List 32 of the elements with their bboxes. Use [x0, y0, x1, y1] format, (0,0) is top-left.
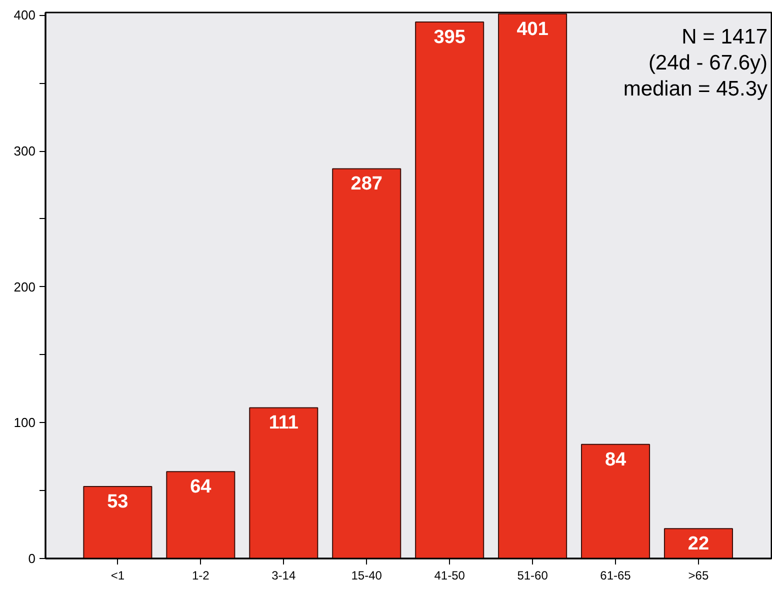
annotation: median = 45.3y: [623, 78, 768, 100]
data-label: 401: [516, 18, 549, 40]
annotation: N = 1417: [682, 26, 768, 48]
bar: [498, 13, 568, 558]
x-tick-label: 1-2: [192, 568, 210, 582]
y-tick-label: 200: [14, 279, 36, 294]
bar: [166, 471, 236, 558]
data-label: 84: [604, 449, 627, 470]
data-label: 22: [688, 534, 710, 555]
bar: [664, 528, 734, 558]
annotation: (24d - 67.6y): [648, 52, 768, 74]
y-tick-label: 100: [14, 415, 36, 430]
bar: [249, 407, 318, 558]
data-label: 111: [268, 412, 299, 434]
data-label: 395: [434, 27, 466, 48]
x-tick-label: <1: [110, 568, 125, 582]
data-label: 287: [350, 174, 382, 195]
y-tick-label: 0: [28, 551, 36, 566]
data-label: 64: [190, 476, 212, 498]
y-tick-label: 400: [14, 8, 36, 23]
x-tick-label: 15-40: [351, 568, 382, 582]
bar: [580, 444, 650, 558]
y-tick-label: 300: [14, 144, 36, 159]
x-tick-label: 41-50: [434, 568, 466, 582]
x-tick-label: 61-65: [600, 568, 632, 582]
bar: [83, 486, 152, 558]
x-tick-label: 51-60: [517, 568, 548, 582]
x-tick-label: 3-14: [272, 568, 296, 582]
x-tick-label: >65: [688, 568, 709, 582]
bar: [415, 22, 484, 558]
bar: [332, 168, 402, 558]
data-label: 53: [107, 492, 128, 513]
